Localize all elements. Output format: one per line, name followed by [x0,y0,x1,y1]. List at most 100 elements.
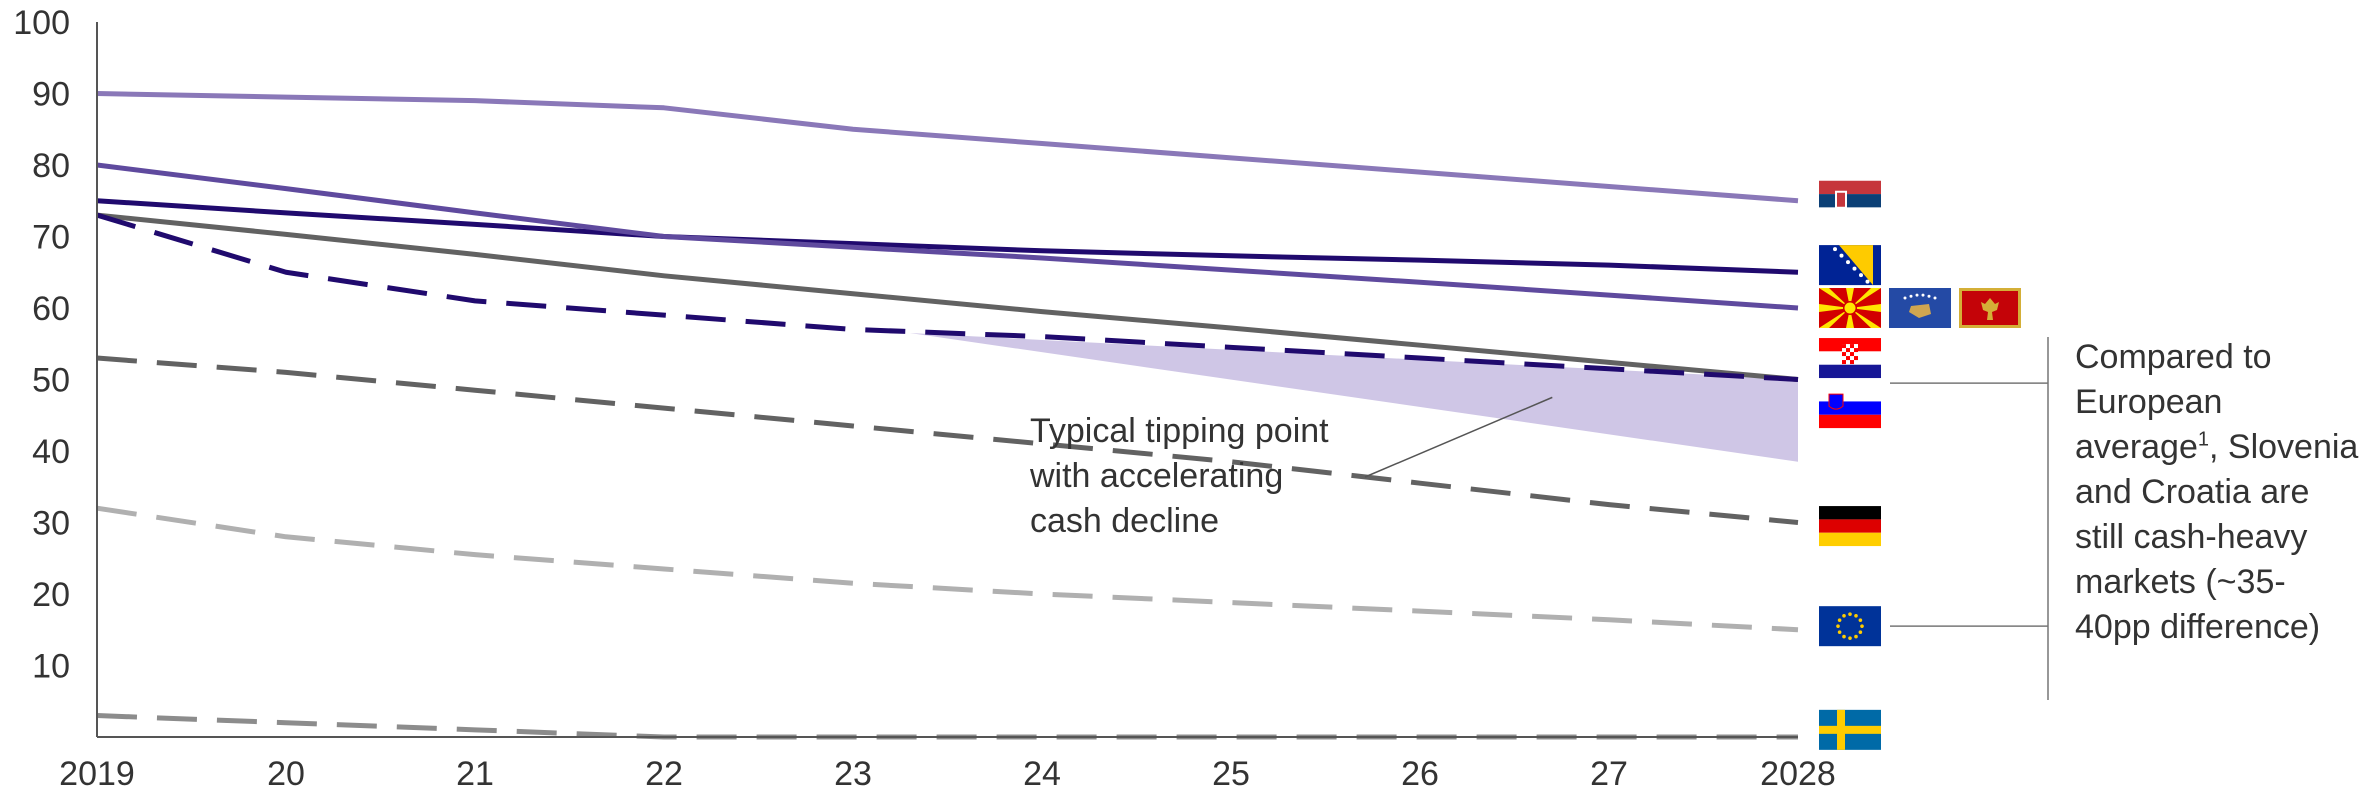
x-tick-label: 25 [1212,755,1250,791]
series-line-bosnia-herzegovina [96,198,1799,275]
x-tick-label: 22 [645,755,683,791]
series-line-eu [96,505,1799,633]
y-tick-label: 100 [13,4,70,42]
x-tick-label: 23 [834,755,872,791]
flag-stripe [1819,194,1881,208]
shaded-band [909,333,1798,462]
y-tick-label: 10 [32,648,70,686]
flag-star [1933,296,1937,300]
series-line-germany [96,355,1799,525]
y-tick-label: 60 [32,290,70,328]
flag-layer [1819,180,2021,750]
flag-star [1927,294,1931,298]
flag-stripe [1819,401,1881,415]
flag-star [1909,294,1913,298]
flag-ray [1846,308,1854,328]
flag-stripe [1819,519,1881,533]
x-tick-label: 2019 [59,755,135,791]
flag-star [1848,612,1852,616]
y-tick-label: 30 [32,505,70,543]
flag-field [1819,606,1881,647]
flag-star [1839,253,1844,258]
flag-star [1837,630,1842,634]
flag-checker [1854,348,1858,353]
flag-stripe [1819,180,1881,195]
flag-star [1854,634,1858,639]
flag-checker [1842,360,1846,365]
flag-cross [1819,725,1881,734]
annotation-layer: Typical tipping point with accelerating ca… [1029,396,1553,540]
flag-ray [1819,304,1850,312]
flag-ray [1850,304,1881,312]
axis-layer: 10 20 30 40 50 60 70 80 90 100 2019 20 21 22 23 24 25 26 2… [13,4,1836,791]
flag-star [1854,613,1858,618]
y-tick-label: 90 [32,76,70,114]
eu-flag [1819,606,1881,647]
flag-checker [1854,356,1858,361]
bosnia-herzegovina-flag [1819,245,1881,286]
series-line-croatia [96,212,1799,382]
kosovo-flag [1889,288,1951,328]
y-tick-label: 70 [32,219,70,257]
side-note: Compared to European average1, Slovenia … [2075,335,2360,650]
shaded-band-layer [909,333,1798,462]
x-tick-label: 21 [456,755,494,791]
flag-star [1921,293,1925,297]
flag-star [1836,624,1840,628]
flag-star [1842,634,1846,639]
flag-ray [1819,288,1850,308]
flag-star [1858,618,1863,622]
x-tick-label: 2028 [1760,755,1836,791]
flag-star [1858,630,1863,634]
side-note-text-after: , Slovenia and Croatia are still cash-he… [2075,428,2359,646]
series-line-sweden [96,713,1798,740]
flag-eagle [1981,298,1999,320]
flag-star [1859,273,1863,278]
bracket-layer [1890,337,2049,700]
sweden-flag [1819,709,1881,750]
y-tick-label: 40 [32,433,70,471]
series-line-serbia [96,91,1799,204]
flag-star [1903,296,1907,300]
germany-flag [1819,506,1881,547]
flag-checker [1846,348,1850,353]
x-tick-label: 24 [1023,755,1061,791]
flag-star [1860,624,1864,628]
flag-checker [1842,344,1846,349]
flag-star [1846,260,1850,265]
croatia-flag [1819,338,1881,379]
slovenia-flag [1819,388,1881,429]
flag-star [1915,293,1919,297]
annotation-text-line: with accelerating [1029,457,1283,495]
y-tick-label: 80 [32,147,70,185]
flag-checker [1850,344,1854,349]
annotation-pointer [1364,396,1553,478]
flag-stripe [1819,207,1881,221]
flag-star [1852,266,1857,271]
flag-checker [1850,360,1854,365]
flag-sun [1844,302,1856,314]
y-tick-label: 20 [32,576,70,614]
series-line-slovenia [96,212,1799,382]
flag-star [1842,613,1846,618]
flag-triangle [1839,245,1873,286]
flag-star [1837,618,1842,622]
flag-checker [1846,356,1850,361]
flag-star [1848,636,1852,640]
x-tick-label: 20 [267,755,305,791]
annotation-text-line: Typical tipping point [1030,412,1329,450]
flag-checker [1850,352,1854,357]
flag-map [1909,304,1931,318]
flag-emblem [1837,192,1845,207]
flag-star [1833,247,1837,252]
flag-ray [1846,288,1854,308]
x-tick-label: 27 [1590,755,1628,791]
side-note-footnote-marker: 1 [2197,428,2209,451]
serbia-flag [1819,180,1881,221]
flag-checker [1842,352,1846,357]
north-macedonia-flag [1819,288,1881,328]
flag-star [1865,279,1870,284]
flag-stripe [1819,364,1881,379]
series-line-north-macedonia-kosovo-montenegro [96,162,1799,311]
